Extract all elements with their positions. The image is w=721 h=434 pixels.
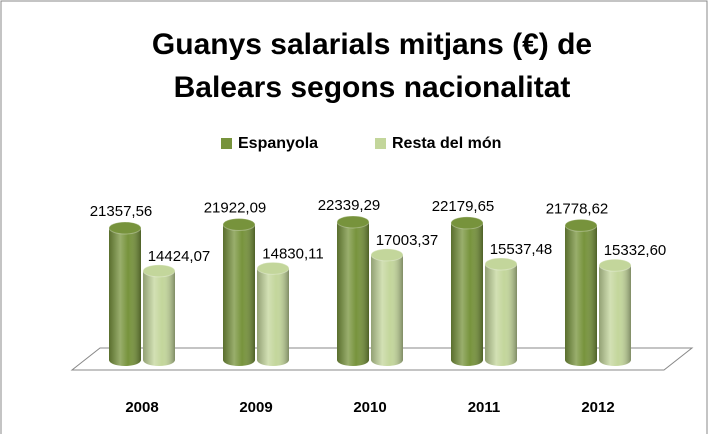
- bar-top: [370, 248, 404, 262]
- data-label: 21778,62: [546, 200, 609, 217]
- bar-top: [256, 261, 290, 275]
- data-label: 21357,56: [90, 203, 153, 220]
- legend-label: Espanyola: [238, 135, 318, 152]
- bar-top: [484, 257, 518, 271]
- bar-top: [142, 264, 176, 278]
- chart-title: Balears segons nacionalitat: [174, 71, 571, 104]
- x-tick-label: 2009: [239, 399, 272, 416]
- legend-label: Resta del món: [392, 135, 501, 152]
- data-label: 17003,37: [376, 232, 439, 249]
- bar-shade: [371, 254, 403, 366]
- data-label: 15332,60: [604, 242, 667, 259]
- x-tick-label: 2008: [125, 399, 158, 416]
- bar-shade: [485, 263, 517, 366]
- data-label: 15537,48: [490, 241, 553, 258]
- bar-top: [222, 218, 256, 232]
- bar-shade: [599, 265, 631, 366]
- legend-swatch: [221, 138, 232, 149]
- bar-top: [564, 218, 598, 232]
- bar-shade: [257, 268, 289, 366]
- data-label: 21922,09: [204, 199, 267, 216]
- bar-shade: [337, 221, 369, 366]
- bar-top: [450, 216, 484, 230]
- bar-shade: [109, 228, 141, 366]
- data-label: 22179,65: [432, 198, 495, 215]
- bar-shade: [565, 225, 597, 366]
- data-label: 14424,07: [148, 248, 211, 265]
- legend-swatch: [375, 138, 386, 149]
- bar-shade: [143, 270, 175, 366]
- bar-shade: [223, 224, 255, 366]
- data-label: 14830,11: [262, 245, 323, 262]
- x-tick-label: 2010: [353, 399, 386, 416]
- x-tick-label: 2011: [468, 399, 501, 416]
- bar-top: [336, 215, 370, 229]
- bar-top: [598, 258, 632, 272]
- data-label: 22339,29: [318, 197, 381, 214]
- bar-shade: [451, 222, 483, 366]
- chart-title: Guanys salarials mitjans (€) de: [152, 28, 592, 61]
- x-tick-label: 2012: [581, 399, 614, 416]
- bar-top: [108, 221, 142, 235]
